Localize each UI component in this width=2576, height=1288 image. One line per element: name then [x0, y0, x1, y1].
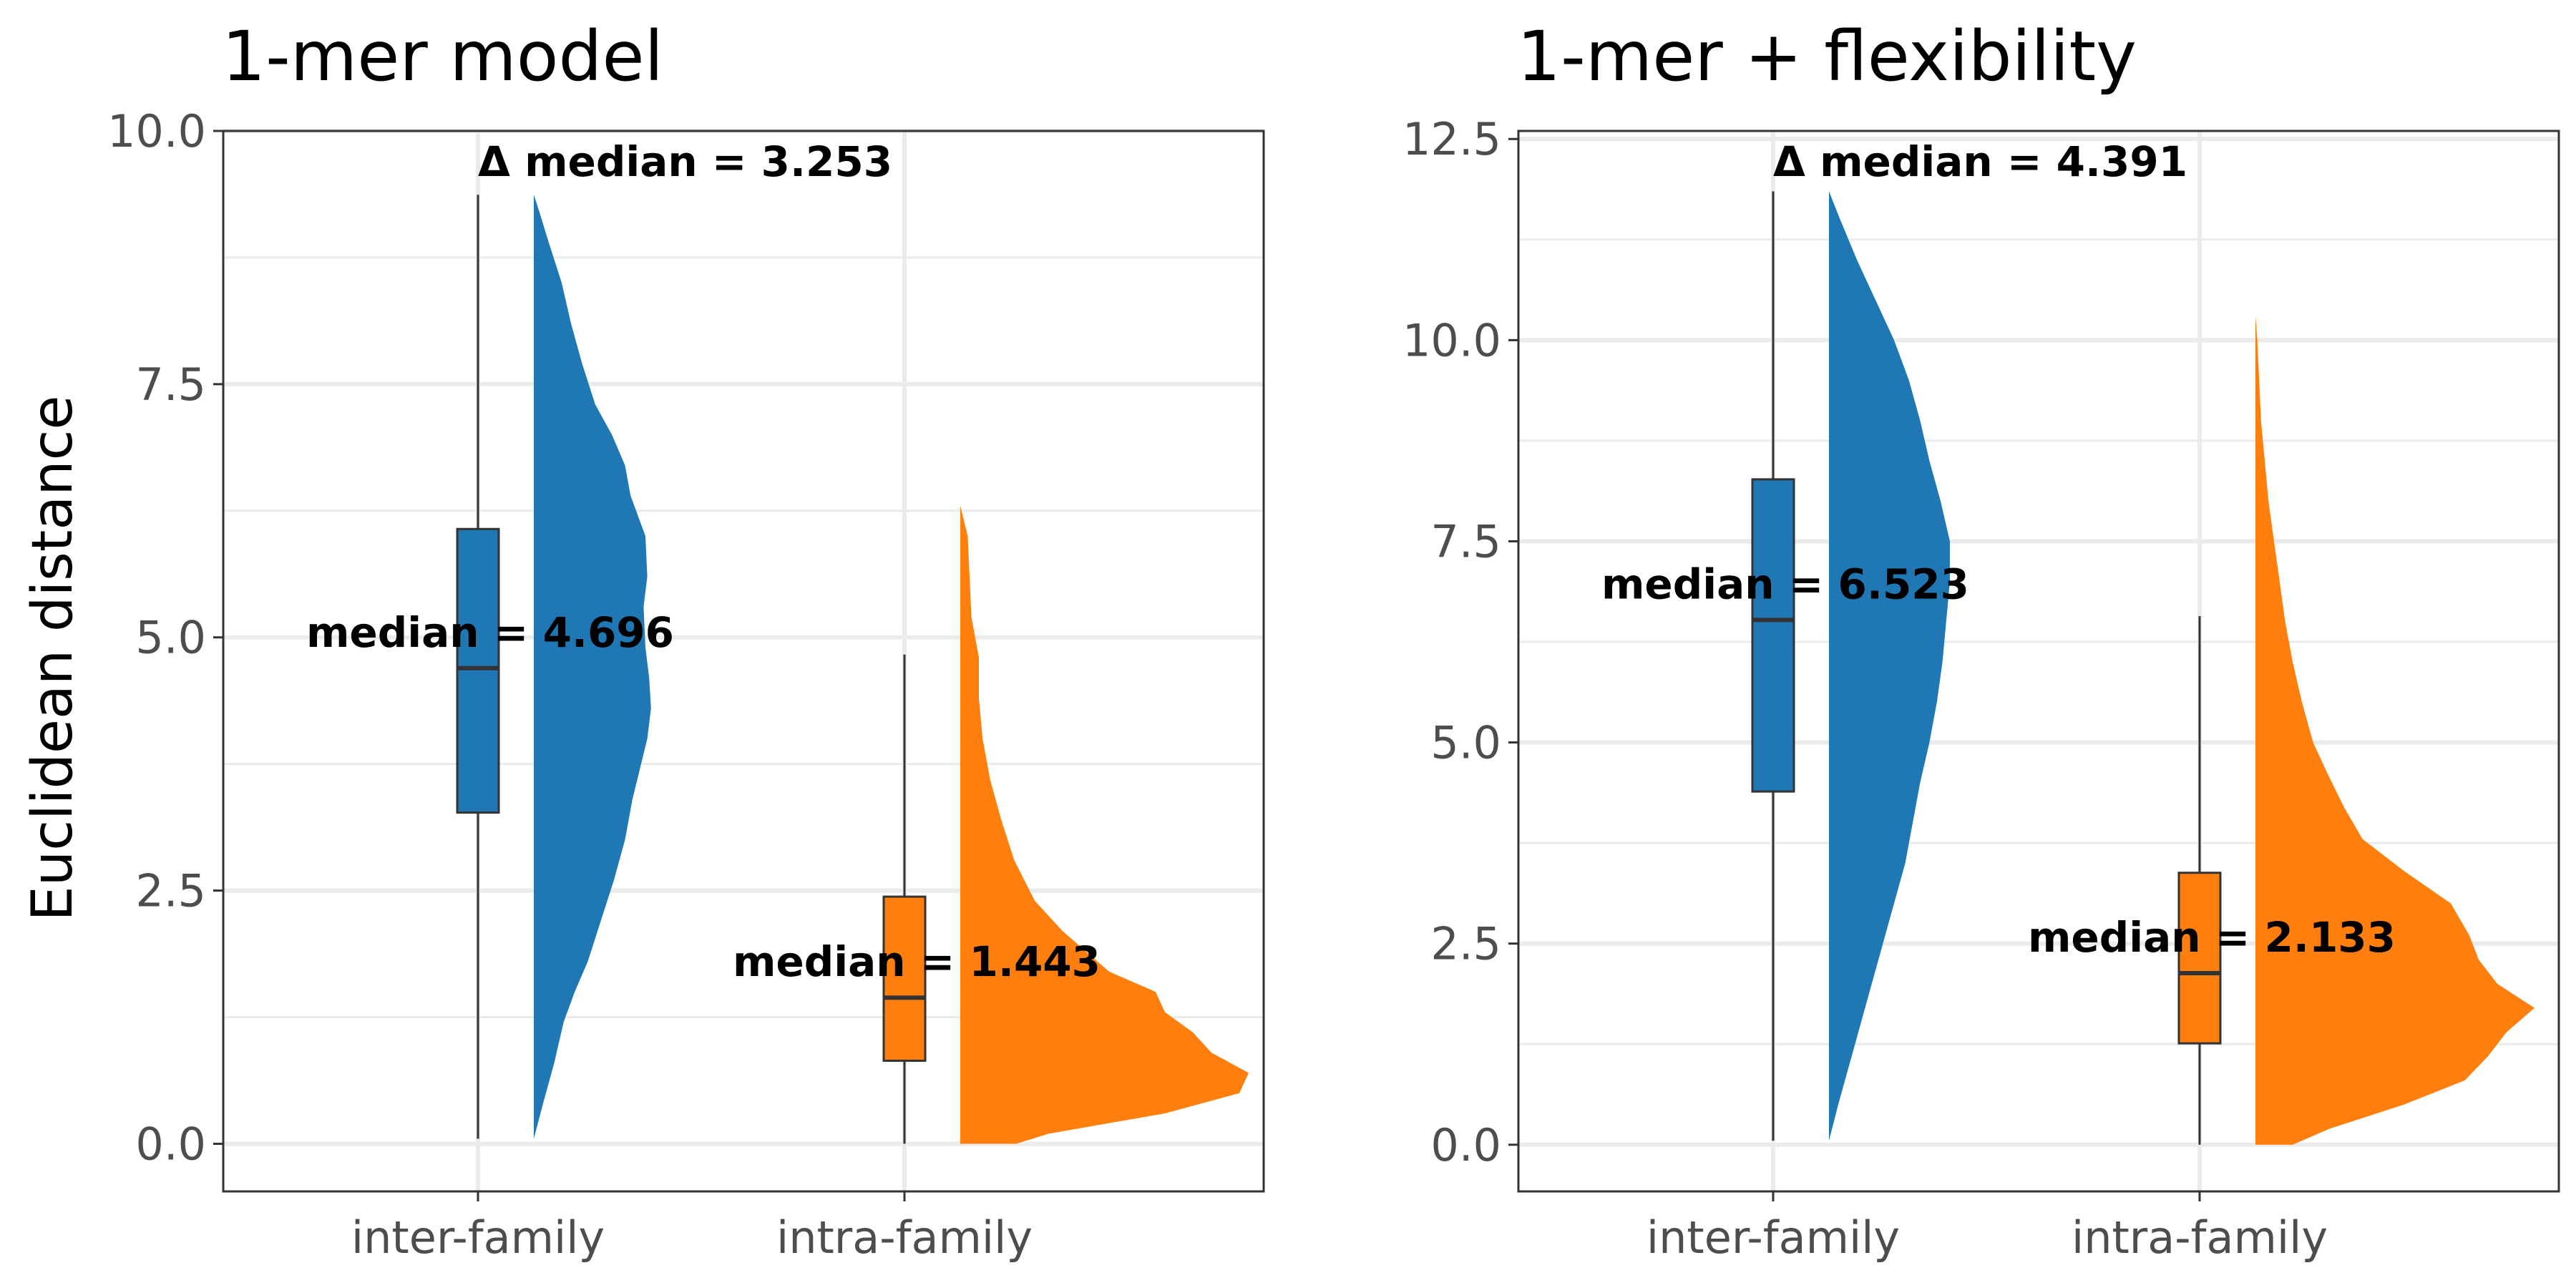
- x-tick-label: inter-family: [351, 1211, 605, 1264]
- intra-family-box: [882, 895, 927, 1062]
- density-clouds: [534, 195, 1249, 1144]
- y-tick-label: 2.5: [1430, 918, 1501, 970]
- delta-median-label: Δ median = 3.253: [478, 137, 892, 186]
- y-tick-label: 7.5: [135, 358, 206, 411]
- intra-family-box: [2177, 872, 2222, 1045]
- panel-title: 1-mer model: [222, 16, 663, 97]
- intra-family-median-label: median = 1.443: [733, 937, 1101, 986]
- x-axis: inter-family intra-family: [1646, 1191, 2328, 1264]
- density-clouds: [1829, 191, 2534, 1145]
- y-tick-label: 2.5: [135, 865, 206, 917]
- y-tick-label: 10.0: [107, 105, 206, 157]
- panel-title: 1-mer + flexibility: [1517, 16, 2137, 97]
- y-tick-label: 12.5: [1402, 113, 1501, 165]
- boxplots: [456, 195, 927, 1144]
- annotations: median = 4.696 median = 1.443 Δ median = 3…: [306, 137, 1101, 986]
- inter-family-median-label: median = 4.696: [306, 608, 674, 657]
- y-axis: 0.0 2.5 5.0 7.5 10.0: [107, 105, 223, 1170]
- x-axis: inter-family intra-family: [351, 1191, 1033, 1264]
- plot-border: [222, 130, 1265, 1193]
- y-tick-label: 0.0: [1430, 1119, 1501, 1171]
- boxplots: [1751, 191, 2222, 1145]
- intra-family-density-cloud: [960, 505, 1249, 1144]
- annotations: median = 6.523 median = 2.133 Δ median = 4…: [1601, 137, 2396, 962]
- x-tick-label: intra-family: [2072, 1211, 2328, 1264]
- y-axis-title: Euclidean distance: [21, 396, 85, 922]
- inter-family-box: [456, 527, 500, 814]
- intra-family-density-cloud: [2255, 316, 2534, 1145]
- x-tick-label: intra-family: [776, 1211, 1033, 1264]
- inter-family-density-cloud: [534, 195, 651, 1139]
- inter-family-median-label: median = 6.523: [1601, 560, 1969, 608]
- y-tick-label: 10.0: [1402, 314, 1501, 366]
- panel-1mer-flexibility: 1-mer + flexibility 0.0 2.5 5.0 7.5 10.0 12.5…: [1402, 16, 2560, 1264]
- inter-family-box: [1751, 478, 1795, 793]
- y-tick-label: 7.5: [1430, 515, 1501, 567]
- intra-family-median-label: median = 2.133: [2028, 913, 2396, 962]
- y-tick-label: 0.0: [135, 1118, 206, 1170]
- y-axis: 0.0 2.5 5.0 7.5 10.0 12.5: [1402, 113, 1518, 1171]
- panel-1mer-model: 1-mer model Euclidean distance 0.0 2.5 5.0…: [21, 16, 1265, 1264]
- plot-border: [1517, 130, 2560, 1193]
- y-tick-label: 5.0: [135, 612, 206, 664]
- y-tick-label: 5.0: [1430, 717, 1501, 769]
- inter-family-density-cloud: [1829, 191, 1950, 1141]
- delta-median-label: Δ median = 4.391: [1773, 137, 2187, 186]
- x-tick-label: inter-family: [1646, 1211, 1900, 1264]
